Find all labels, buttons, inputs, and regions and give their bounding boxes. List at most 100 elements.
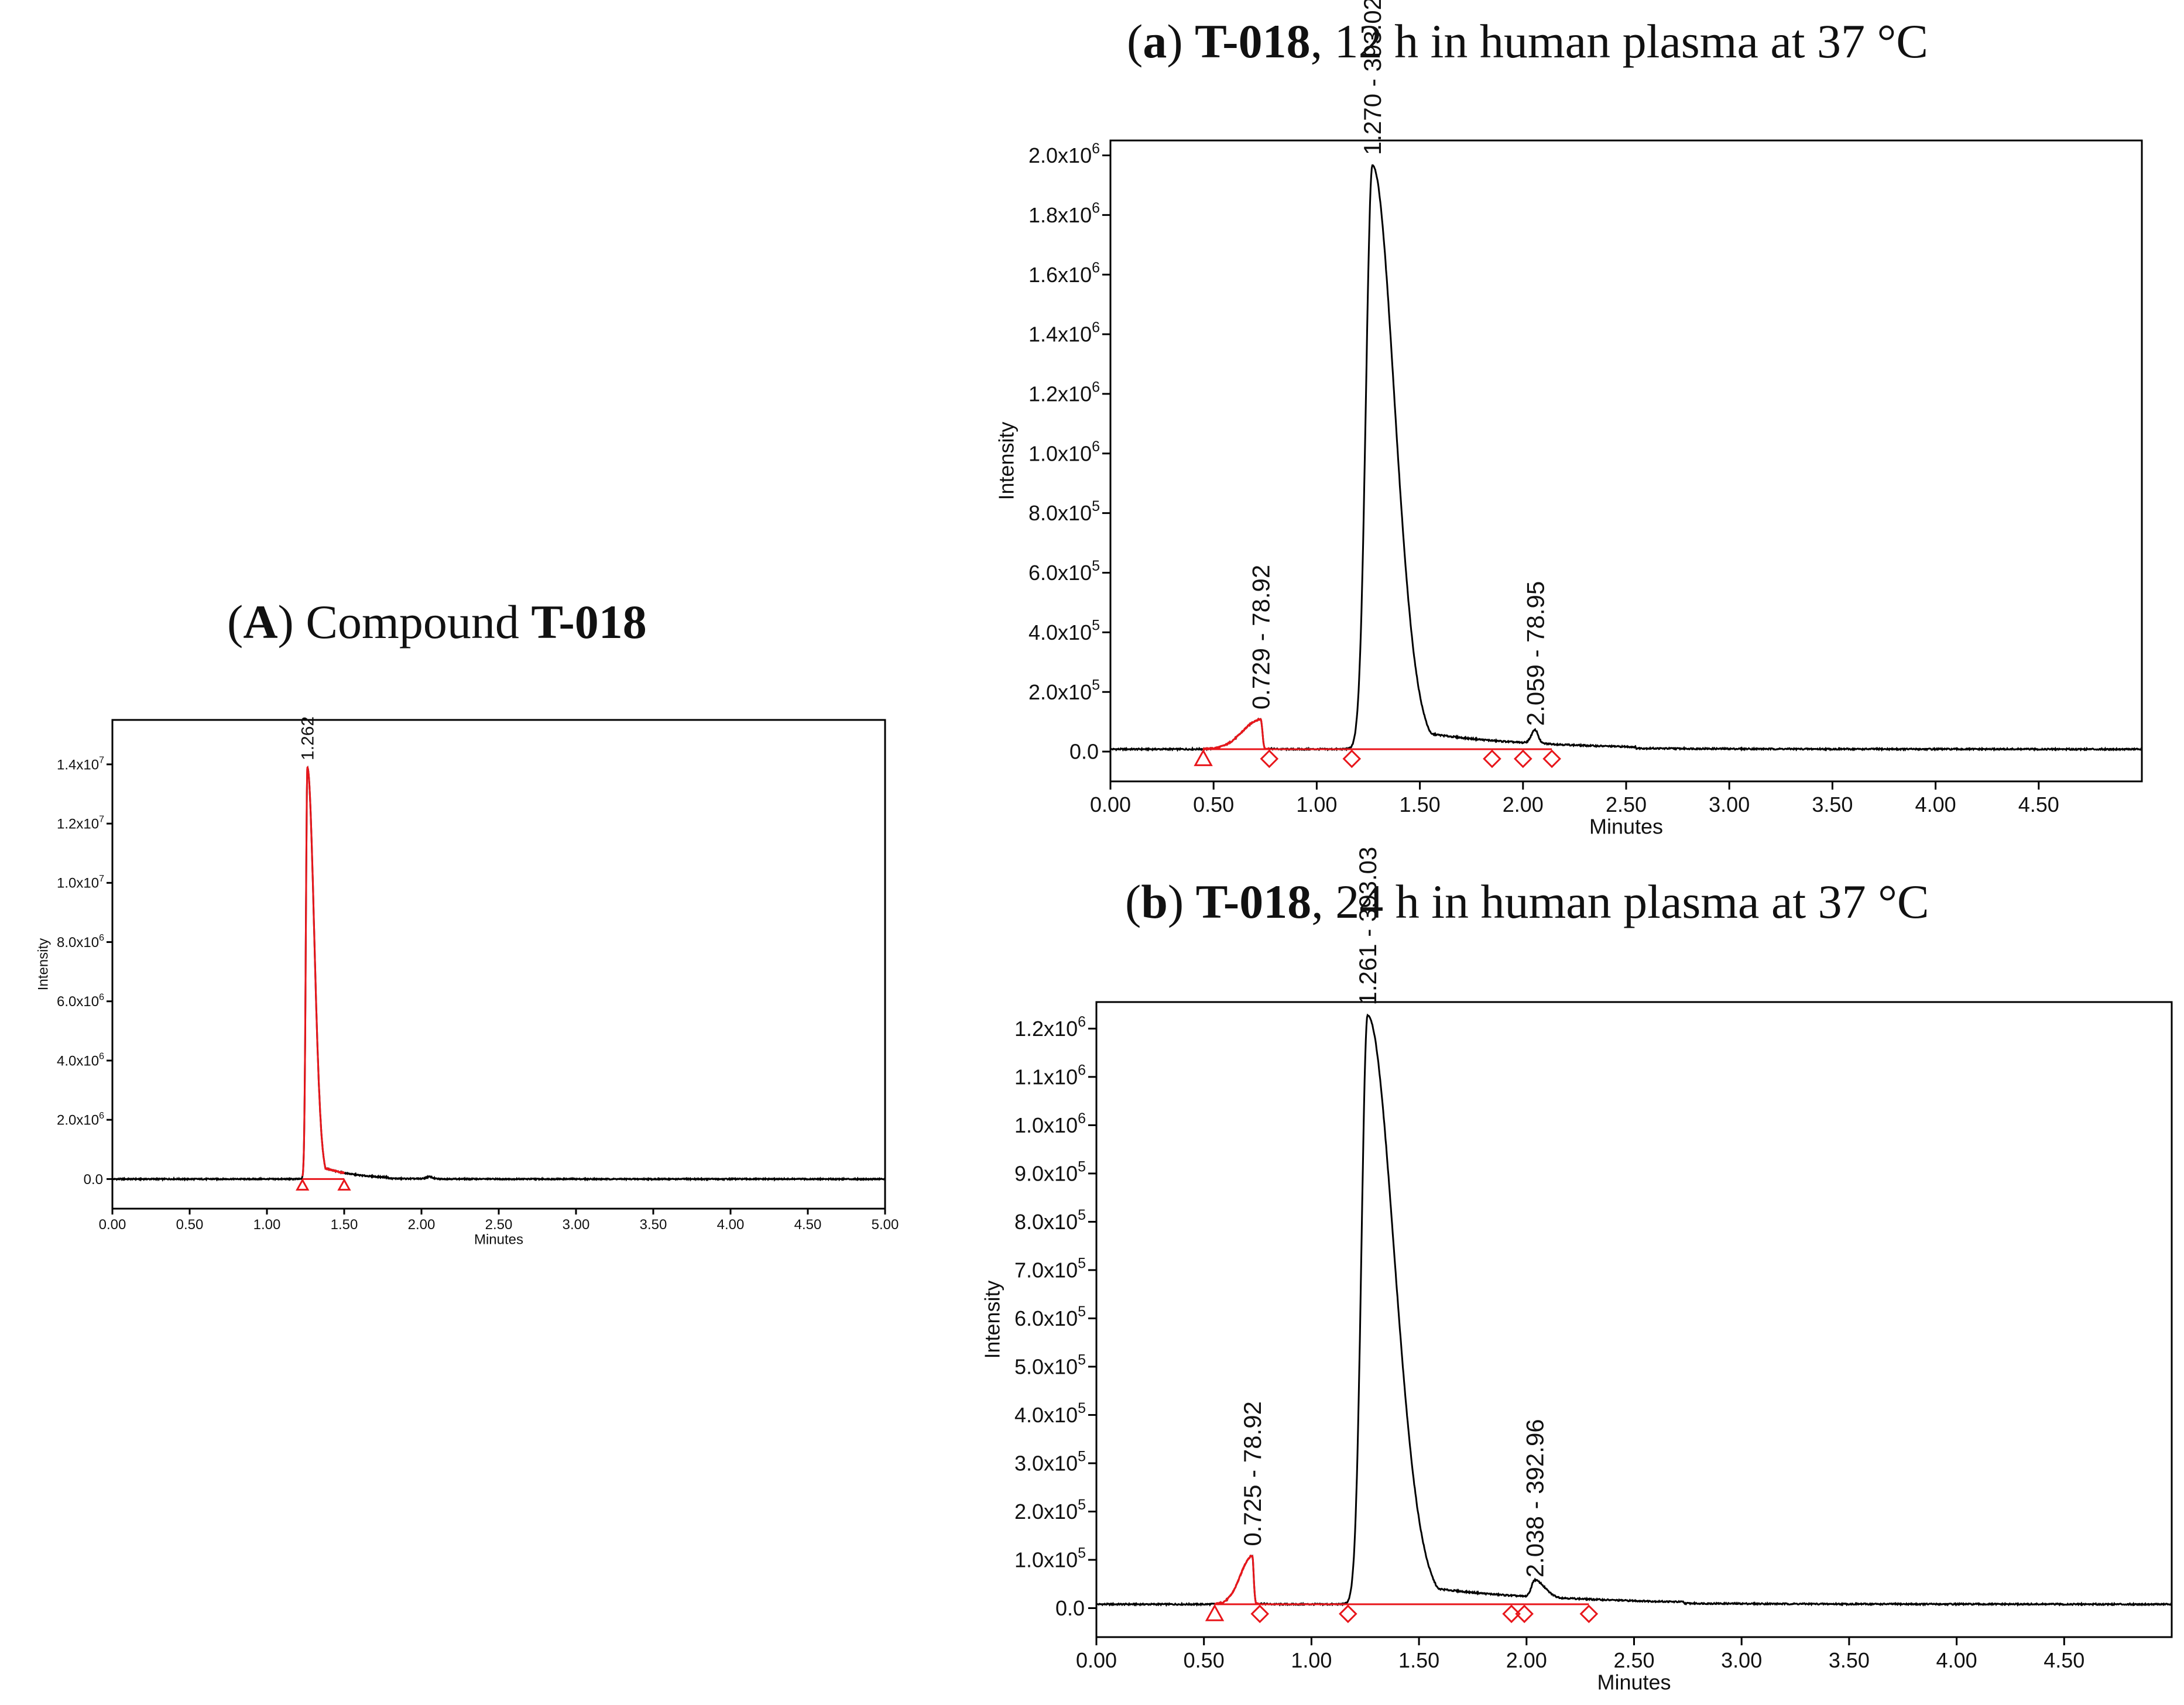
x-axis-title: Minutes — [474, 1231, 523, 1247]
y-tick-label: 4.0x106 — [57, 1052, 104, 1069]
peak-label: 0.729 - 78.92 — [1247, 565, 1275, 710]
y-tick-label: 6.0x106 — [57, 992, 104, 1010]
x-tick-label: 3.50 — [1812, 793, 1853, 817]
x-tick-label: 0.00 — [1090, 793, 1131, 817]
y-tick-label: 0.0 — [84, 1172, 103, 1188]
y-tick-label: 4.0x105 — [1014, 1400, 1086, 1427]
y-tick-label: 1.0x106 — [1014, 1110, 1086, 1137]
y-tick-label: 6.0x105 — [1028, 558, 1100, 585]
y-tick-label: 1.2x106 — [1028, 379, 1100, 406]
caption-open: ( — [1125, 875, 1141, 928]
y-tick-label: 1.2x106 — [1014, 1014, 1086, 1041]
x-tick-label: 1.50 — [1398, 1648, 1439, 1672]
y-tick-label: 7.0x105 — [1014, 1255, 1086, 1282]
diamond-marker — [1579, 1604, 1599, 1624]
y-tick-label: 8.0x105 — [1014, 1207, 1086, 1234]
diamond-marker — [1342, 749, 1362, 769]
x-tick-label: 3.50 — [640, 1217, 667, 1233]
integrated-peak — [301, 766, 345, 1176]
y-tick-label: 0.0 — [1055, 1596, 1085, 1620]
y-tick-label: 8.0x106 — [57, 933, 104, 951]
x-tick-label: 0.00 — [1076, 1648, 1117, 1672]
x-tick-label: 2.50 — [1606, 793, 1647, 817]
caption-open: ( — [227, 595, 244, 649]
y-tick-label: 3.0x105 — [1014, 1448, 1086, 1475]
x-tick-label: 2.00 — [1506, 1648, 1547, 1672]
peak-label: 1.261 - 393.03 — [1354, 847, 1381, 1006]
y-tick-label: 4.0x105 — [1028, 617, 1100, 644]
y-tick-label: 2.0x106 — [57, 1111, 104, 1128]
diamond-marker — [1513, 749, 1532, 769]
peak-label: 2.059 - 78.95 — [1521, 581, 1549, 726]
caption-compound: (A) Compound T-018 — [227, 598, 647, 646]
caption-text: ) — [1167, 15, 1195, 68]
x-tick-label: 2.50 — [1613, 1648, 1654, 1672]
y-tick-label: 6.0x105 — [1014, 1303, 1086, 1330]
y-axis-title: Intensity — [994, 421, 1018, 500]
x-tick-label: 1.00 — [1296, 793, 1337, 817]
x-tick-label: 1.50 — [331, 1217, 358, 1233]
diamond-marker — [1260, 749, 1279, 769]
y-tick-label: 1.4x106 — [1028, 319, 1100, 346]
y-tick-label: 1.2x107 — [57, 815, 104, 832]
y-tick-label: 2.0x105 — [1028, 677, 1100, 704]
x-tick-label: 1.00 — [1291, 1648, 1332, 1672]
caption-letter: a — [1143, 15, 1167, 68]
caption-letter: A — [243, 595, 278, 649]
triangle-marker — [1205, 1604, 1225, 1621]
x-axis-title: Minutes — [1589, 815, 1663, 839]
x-tick-label: 4.00 — [717, 1217, 745, 1233]
caption-open: ( — [1127, 15, 1143, 68]
caption-text: ) Compound — [277, 595, 532, 649]
y-tick-label: 1.0x105 — [1014, 1545, 1086, 1572]
caption-compound-name: T-018 — [1195, 875, 1312, 928]
x-tick-label: 3.00 — [563, 1217, 590, 1233]
x-tick-label: 1.00 — [253, 1217, 281, 1233]
integrated-peak — [1214, 1554, 1260, 1605]
x-tick-label: 3.50 — [1829, 1648, 1870, 1672]
caption-24h: (b) T-018, 24 h in human plasma at 37 °C — [1125, 878, 1929, 926]
peak-label: 1.262 — [299, 716, 318, 760]
caption-text: ) — [1167, 875, 1196, 928]
diamond-marker — [1483, 749, 1501, 769]
caption-rest: , 24 h in human plasma at 37 °C — [1311, 875, 1929, 928]
diamond-marker — [1250, 1604, 1270, 1624]
caption-compound-name: T-018 — [1195, 15, 1311, 68]
x-tick-label: 4.50 — [2044, 1648, 2084, 1672]
x-tick-label: 1.50 — [1400, 793, 1441, 817]
x-tick-label: 0.50 — [176, 1217, 204, 1233]
caption-letter: b — [1141, 875, 1168, 928]
x-tick-label: 2.00 — [1503, 793, 1544, 817]
y-tick-label: 1.8x106 — [1028, 200, 1100, 227]
x-tick-label: 3.00 — [1721, 1648, 1762, 1672]
triangle-marker — [296, 1178, 310, 1191]
x-tick-label: 4.00 — [1915, 793, 1956, 817]
x-tick-label: 4.00 — [1936, 1648, 1977, 1672]
y-tick-label: 1.0x106 — [1028, 438, 1100, 465]
y-axis-title: Intensity — [36, 938, 52, 990]
x-tick-label: 4.50 — [794, 1217, 822, 1233]
peak-label: 1.270 - 393.02 — [1359, 0, 1386, 155]
trace-line — [111, 765, 886, 1182]
caption-12h: (a) T-018, 12 h in human plasma at 37 °C — [1127, 18, 1928, 66]
x-tick-label: 4.50 — [2018, 793, 2059, 817]
y-tick-label: 9.0x105 — [1014, 1158, 1086, 1185]
y-tick-label: 0.0 — [1069, 740, 1099, 764]
peak-label: 2.038 - 392.96 — [1521, 1419, 1548, 1577]
y-tick-label: 8.0x105 — [1028, 498, 1100, 525]
peak-label: 0.725 - 78.92 — [1239, 1401, 1266, 1546]
triangle-marker — [1194, 749, 1213, 766]
y-tick-label: 2.0x105 — [1014, 1497, 1086, 1524]
y-tick-label: 1.4x107 — [57, 756, 104, 773]
y-tick-label: 1.1x106 — [1014, 1062, 1086, 1089]
diamond-marker — [1515, 1604, 1534, 1624]
y-axis-title: Intensity — [980, 1280, 1004, 1358]
x-tick-label: 0.50 — [1184, 1648, 1225, 1672]
y-tick-label: 5.0x105 — [1014, 1351, 1086, 1378]
diamond-marker — [1339, 1604, 1357, 1624]
x-tick-label: 0.50 — [1193, 793, 1234, 817]
diamond-marker — [1542, 749, 1561, 769]
